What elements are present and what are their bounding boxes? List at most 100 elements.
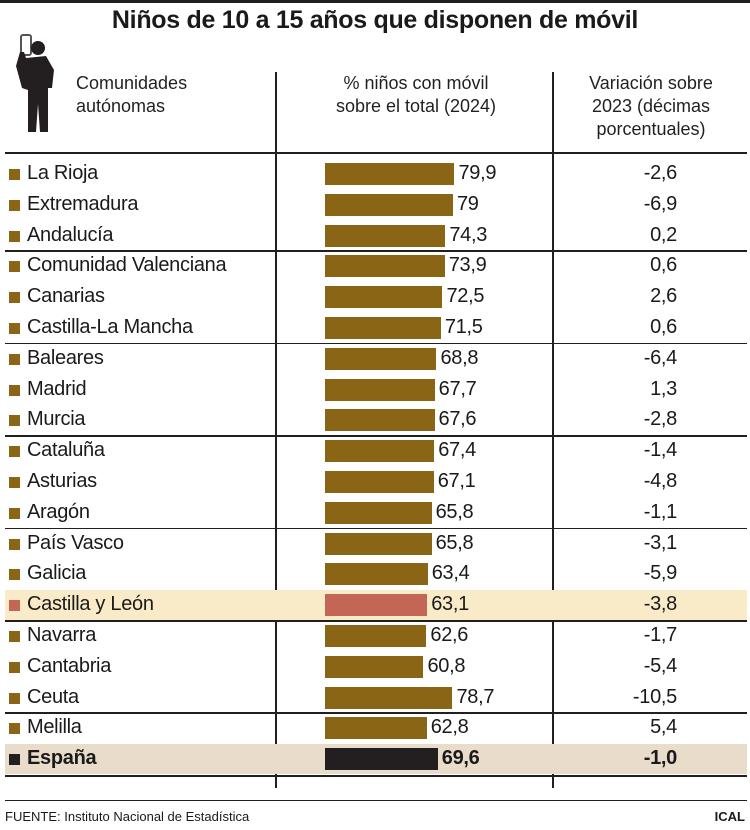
bar bbox=[325, 224, 446, 247]
change-value: -10,5 bbox=[632, 685, 677, 708]
change-value: -1,1 bbox=[643, 500, 678, 523]
legend-square bbox=[9, 323, 20, 334]
change-value: -6,4 bbox=[643, 346, 678, 369]
bar-value-label: 67,7 bbox=[438, 377, 477, 400]
change-value: 0,6 bbox=[650, 316, 677, 338]
region-name: Andalucía bbox=[27, 223, 114, 246]
change-value: -1,0 bbox=[643, 747, 678, 770]
table-row: Madrid 67,7 1,3 bbox=[5, 375, 747, 405]
bar bbox=[325, 501, 432, 524]
bar-value-label: 71,5 bbox=[444, 316, 483, 338]
legend-square bbox=[9, 353, 20, 365]
bar-value-label: 72,5 bbox=[446, 285, 485, 308]
region-name: Aragón bbox=[27, 500, 90, 523]
bar-value-label: 63,4 bbox=[431, 562, 470, 585]
region-name: Comunidad Valenciana bbox=[27, 254, 227, 277]
legend-square bbox=[9, 261, 20, 273]
brand-label: ICAL bbox=[714, 809, 745, 824]
source-note: FUENTE: Instituto Nacional de Estadístic… bbox=[5, 809, 250, 824]
legend-square bbox=[9, 661, 20, 673]
bar bbox=[325, 594, 428, 617]
bar-value-label: 67,4 bbox=[438, 439, 476, 462]
legend-square bbox=[9, 477, 20, 488]
header-percent: % niños con móvil sobre el total (2024) bbox=[280, 72, 552, 118]
table-row: España 69,6 -1,0 bbox=[5, 744, 747, 775]
header-line: Variación sobre bbox=[589, 73, 713, 93]
region-name: Asturias bbox=[27, 470, 97, 492]
bar-value-label: 69,6 bbox=[441, 747, 480, 770]
region-name: Madrid bbox=[27, 377, 87, 400]
bar bbox=[325, 532, 432, 555]
region-name: Murcia bbox=[27, 408, 86, 431]
change-value: -6,9 bbox=[643, 192, 678, 215]
change-value: 0,2 bbox=[650, 223, 677, 246]
region-name: Castilla y León bbox=[27, 593, 154, 616]
column-divider bbox=[275, 72, 277, 788]
bar-value-label: 68,8 bbox=[440, 346, 479, 369]
legend-square bbox=[9, 631, 20, 642]
bar bbox=[325, 286, 443, 309]
table-row: La Rioja 79,9 -2,6 bbox=[5, 159, 747, 189]
bar bbox=[325, 255, 445, 278]
legend-square bbox=[9, 384, 20, 396]
region-name: Galicia bbox=[27, 562, 87, 585]
bar bbox=[325, 193, 453, 216]
region-name: Extremadura bbox=[27, 192, 139, 215]
header-line: sobre el total (2024) bbox=[335, 96, 497, 116]
region-name: Baleares bbox=[27, 346, 104, 369]
header-line: 2023 (décimas bbox=[591, 96, 711, 116]
bar-value-label: 65,8 bbox=[435, 500, 474, 523]
bar-value-label: 62,6 bbox=[430, 624, 469, 646]
region-name: Melilla bbox=[27, 716, 82, 739]
bar-value-label: 60,8 bbox=[427, 654, 466, 677]
region-name: Cataluña bbox=[27, 439, 105, 462]
table-row: Castilla-La Mancha 71,5 0,6 bbox=[5, 313, 747, 343]
region-name: Castilla-La Mancha bbox=[27, 316, 193, 338]
region-name: España bbox=[27, 747, 97, 770]
bar-value-label: 74,3 bbox=[449, 223, 488, 246]
legend-square bbox=[9, 415, 20, 427]
legend-square bbox=[9, 169, 20, 180]
legend-square bbox=[9, 754, 20, 766]
change-value: -5,9 bbox=[643, 562, 678, 585]
legend-square bbox=[9, 292, 20, 304]
header-regions: Comunidades autónomas bbox=[76, 72, 187, 118]
bar bbox=[325, 378, 435, 401]
bar-value-label: 78,7 bbox=[456, 685, 495, 708]
region-name: Canarias bbox=[27, 285, 105, 308]
change-value: 2,6 bbox=[650, 285, 677, 308]
chart-title: Niños de 10 a 15 años que disponen de mó… bbox=[111, 6, 639, 34]
region-name: La Rioja bbox=[27, 162, 98, 184]
legend-square bbox=[9, 446, 20, 458]
bar-value-label: 62,8 bbox=[430, 716, 469, 739]
legend-square bbox=[9, 538, 20, 550]
column-divider bbox=[552, 72, 554, 788]
change-value: -3,8 bbox=[643, 593, 678, 616]
change-value: 1,3 bbox=[650, 377, 677, 400]
change-value: -5,4 bbox=[643, 654, 678, 677]
table-row: Canarias 72,5 2,6 bbox=[5, 282, 747, 312]
group-separator bbox=[5, 342, 747, 345]
change-value: -2,6 bbox=[643, 162, 678, 184]
legend-square bbox=[9, 569, 20, 581]
change-value: -1,4 bbox=[643, 439, 678, 462]
bar bbox=[325, 471, 434, 493]
bar bbox=[325, 317, 441, 339]
region-name: Ceuta bbox=[27, 685, 79, 708]
change-value: -2,8 bbox=[643, 408, 678, 431]
table-row: Cataluña 67,4 -1,4 bbox=[5, 436, 747, 466]
table-row: Ceuta 78,7 -10,5 bbox=[5, 683, 747, 713]
bar bbox=[325, 625, 427, 647]
bar bbox=[325, 347, 437, 370]
group-separator bbox=[5, 527, 747, 530]
change-value: 0,6 bbox=[650, 254, 677, 277]
table-row: Galicia 63,4 -5,9 bbox=[5, 559, 747, 589]
table-row: Cantabria 60,8 -5,4 bbox=[5, 652, 747, 682]
change-value: -4,8 bbox=[643, 470, 678, 492]
group-separator bbox=[5, 250, 747, 252]
table-row: Extremadura 79 -6,9 bbox=[5, 190, 747, 220]
bar bbox=[325, 163, 455, 185]
table-row: Comunidad Valenciana 73,9 0,6 bbox=[5, 251, 747, 281]
bar-value-label: 79 bbox=[456, 192, 479, 215]
